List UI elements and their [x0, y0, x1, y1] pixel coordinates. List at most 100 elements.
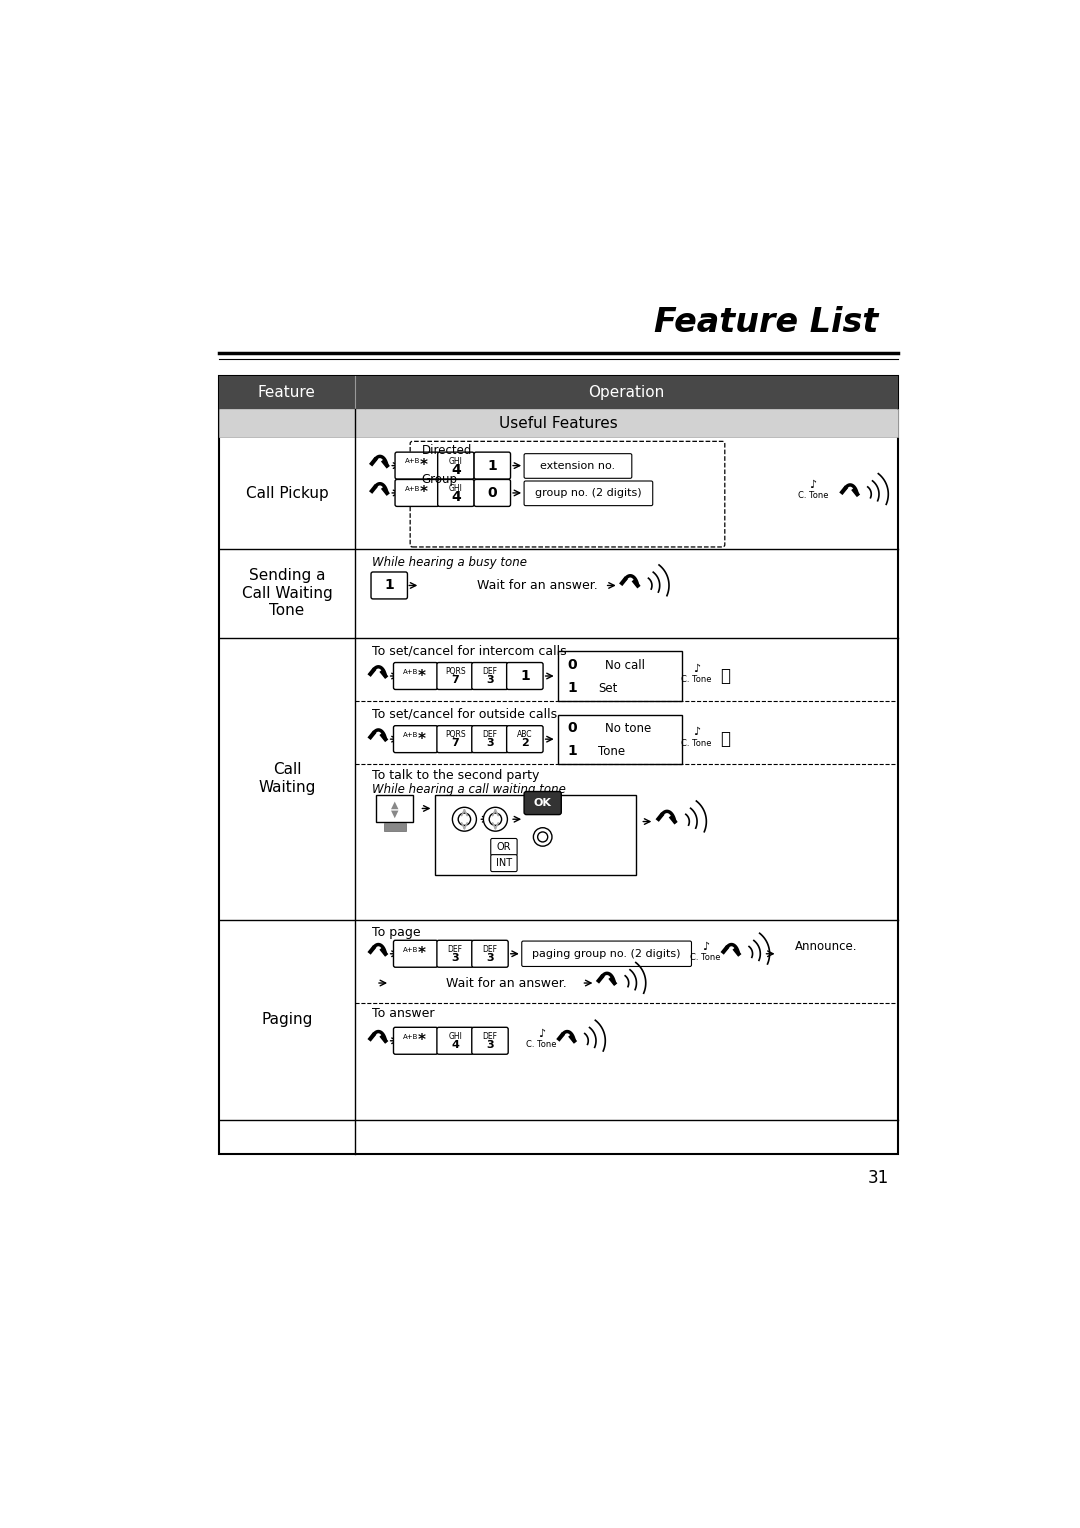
FancyBboxPatch shape	[507, 663, 543, 689]
Circle shape	[484, 807, 508, 831]
FancyBboxPatch shape	[437, 663, 473, 689]
Text: To answer: To answer	[373, 1007, 434, 1021]
Text: 3: 3	[451, 953, 459, 963]
Text: No tone: No tone	[605, 721, 651, 735]
Text: *: *	[418, 946, 426, 961]
Text: C. Tone: C. Tone	[690, 953, 720, 963]
FancyBboxPatch shape	[490, 839, 517, 856]
Text: group no. (2 digits): group no. (2 digits)	[535, 487, 642, 498]
Text: OK: OK	[534, 798, 552, 808]
Text: While hearing a call waiting tone: While hearing a call waiting tone	[373, 782, 566, 796]
Text: C. Tone: C. Tone	[680, 738, 712, 747]
Text: *: *	[419, 458, 428, 474]
Text: extension no.: extension no.	[540, 460, 616, 471]
Circle shape	[534, 828, 552, 847]
Text: To set/cancel for outside calls: To set/cancel for outside calls	[373, 707, 557, 720]
Text: A+B: A+B	[403, 1033, 419, 1039]
Text: *: *	[418, 1033, 426, 1048]
Text: Useful Features: Useful Features	[499, 416, 618, 431]
Text: *: *	[418, 732, 426, 747]
FancyBboxPatch shape	[524, 481, 652, 506]
Text: 0: 0	[567, 721, 577, 735]
FancyBboxPatch shape	[524, 454, 632, 478]
Text: 2: 2	[521, 738, 529, 749]
Text: C. Tone: C. Tone	[798, 490, 828, 500]
Text: ♪: ♪	[692, 665, 700, 674]
Text: A+B: A+B	[403, 946, 419, 952]
Bar	[218, 410, 899, 437]
Bar	[558, 651, 683, 701]
Text: Wait for an answer.: Wait for an answer.	[446, 976, 567, 990]
FancyBboxPatch shape	[393, 663, 437, 689]
Text: 3: 3	[486, 953, 494, 963]
FancyBboxPatch shape	[472, 663, 509, 689]
FancyBboxPatch shape	[437, 726, 473, 753]
Text: To set/cancel for intercom calls: To set/cancel for intercom calls	[373, 645, 567, 657]
Text: DEF: DEF	[483, 668, 498, 677]
Text: DEF: DEF	[483, 1031, 498, 1041]
Text: Call
Waiting: Call Waiting	[258, 762, 315, 795]
Text: PQRS: PQRS	[445, 668, 465, 677]
FancyBboxPatch shape	[393, 940, 437, 967]
Text: ♪: ♪	[538, 1028, 544, 1039]
Bar	[218, 376, 899, 410]
Text: 4: 4	[451, 490, 461, 504]
Text: Sending a
Call Waiting
Tone: Sending a Call Waiting Tone	[242, 568, 333, 619]
Text: A+B: A+B	[405, 486, 420, 492]
FancyBboxPatch shape	[393, 1027, 437, 1054]
Bar	[218, 376, 899, 1154]
Text: ABC: ABC	[517, 730, 532, 740]
Text: 🚫: 🚫	[719, 668, 730, 685]
Bar	[383, 824, 405, 831]
Text: 1: 1	[567, 744, 577, 758]
FancyBboxPatch shape	[522, 941, 691, 967]
Text: ▼: ▼	[391, 808, 399, 819]
Text: ♪: ♪	[702, 941, 708, 952]
Text: To talk to the second party: To talk to the second party	[373, 769, 540, 782]
Text: INT: INT	[496, 859, 512, 868]
Text: DEF: DEF	[447, 944, 462, 953]
Text: Tone: Tone	[598, 746, 625, 758]
Text: Paging: Paging	[261, 1013, 312, 1027]
Text: 31: 31	[867, 1169, 889, 1187]
FancyBboxPatch shape	[490, 854, 517, 871]
FancyBboxPatch shape	[524, 792, 562, 814]
FancyBboxPatch shape	[395, 452, 440, 480]
Text: GHI: GHI	[449, 457, 463, 466]
Text: Wait for an answer.: Wait for an answer.	[476, 579, 597, 591]
FancyBboxPatch shape	[437, 452, 474, 480]
Text: 1: 1	[384, 579, 394, 593]
FancyBboxPatch shape	[437, 480, 474, 506]
FancyBboxPatch shape	[395, 480, 440, 506]
Text: 0: 0	[567, 659, 577, 672]
Circle shape	[538, 831, 548, 842]
FancyBboxPatch shape	[410, 442, 725, 547]
Text: Directed: Directed	[422, 443, 472, 457]
Text: 3: 3	[486, 738, 494, 749]
FancyBboxPatch shape	[474, 480, 511, 506]
Text: To page: To page	[373, 926, 421, 940]
Text: No call: No call	[605, 659, 645, 672]
Circle shape	[458, 813, 471, 825]
Text: Call Pickup: Call Pickup	[245, 486, 328, 501]
Text: ♪: ♪	[809, 480, 816, 490]
Text: Announce.: Announce.	[795, 940, 858, 952]
Text: Set: Set	[598, 681, 618, 695]
FancyBboxPatch shape	[437, 940, 473, 967]
Text: Feature: Feature	[258, 385, 315, 400]
Text: 4: 4	[451, 463, 461, 477]
Text: 0: 0	[487, 486, 497, 500]
Text: A+B: A+B	[403, 732, 419, 738]
FancyBboxPatch shape	[372, 571, 407, 599]
Text: 1: 1	[567, 681, 577, 695]
Text: *: *	[419, 486, 428, 501]
Text: *: *	[418, 669, 426, 683]
Bar	[376, 796, 414, 822]
Text: C. Tone: C. Tone	[680, 675, 712, 685]
Text: Feature List: Feature List	[653, 306, 878, 339]
Text: GHI: GHI	[449, 484, 463, 494]
Bar	[558, 715, 683, 764]
FancyBboxPatch shape	[472, 726, 509, 753]
Text: 4: 4	[451, 1041, 459, 1050]
Text: DEF: DEF	[483, 730, 498, 740]
